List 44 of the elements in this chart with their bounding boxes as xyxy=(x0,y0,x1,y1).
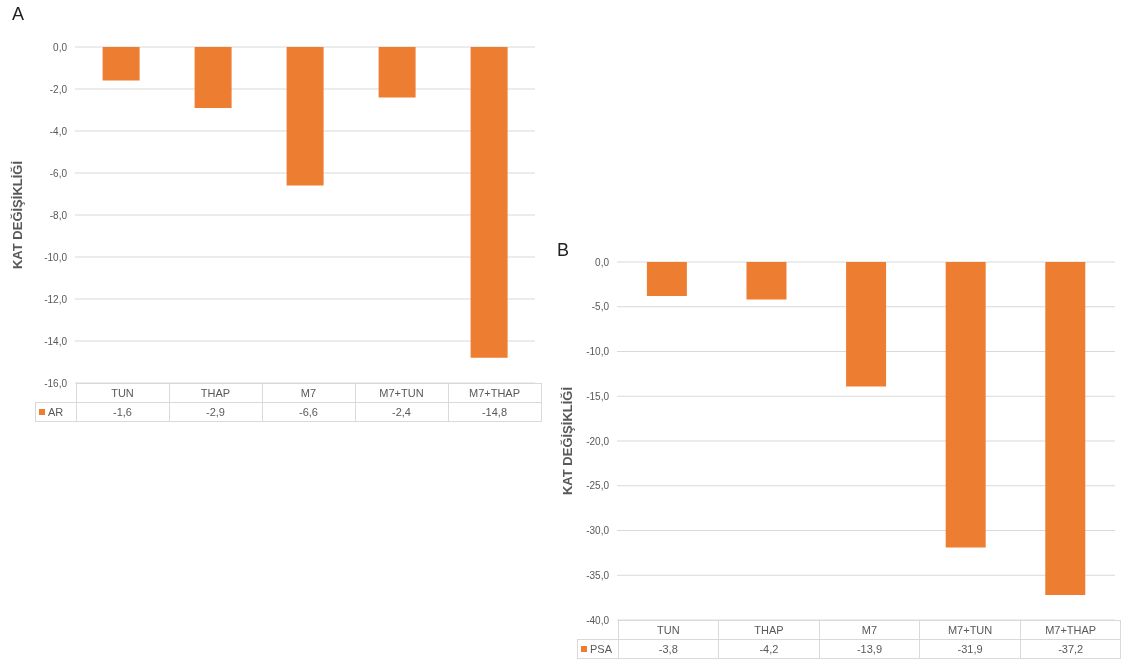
data-label: -1,6 xyxy=(76,402,169,422)
y-tick-label: -10,0 xyxy=(586,346,610,358)
y-tick-label: -4,0 xyxy=(49,125,68,137)
y-tick-label: -5,0 xyxy=(591,301,610,313)
y-tick-label: -30,0 xyxy=(586,525,610,537)
y-tick-label: -12,0 xyxy=(44,293,68,305)
y-tick-label: -40,0 xyxy=(586,614,610,626)
x-tick-label: M7+THAP xyxy=(1020,620,1121,640)
x-tick-label: THAP xyxy=(718,620,820,640)
y-tick-label: -14,0 xyxy=(44,335,68,347)
data-label: -6,6 xyxy=(262,402,355,422)
legend-label: PSA xyxy=(577,639,618,659)
x-tick-label: M7+TUN xyxy=(355,383,448,403)
x-tick-label: TUN xyxy=(618,620,719,640)
x-tick-label: M7 xyxy=(819,620,920,640)
y-tick-label: -20,0 xyxy=(586,435,610,447)
y-tick-label: -2,0 xyxy=(49,83,68,95)
y-tick-label: -8,0 xyxy=(49,209,68,221)
y-tick-label: -15,0 xyxy=(586,390,610,402)
y-axis-title: KAT DEĞİŞİKLİĞİ xyxy=(559,386,575,496)
x-tick-label: M7+TUN xyxy=(919,620,1021,640)
x-tick-label: M7 xyxy=(262,383,355,403)
y-tick-label: -16,0 xyxy=(44,377,68,389)
y-tick-label: 0,0 xyxy=(595,256,610,268)
data-label: -2,9 xyxy=(169,402,262,422)
y-tick-label: -6,0 xyxy=(49,167,68,179)
data-label: -37,2 xyxy=(1020,639,1121,659)
data-label: -3,8 xyxy=(618,639,719,659)
y-tick-label: -35,0 xyxy=(586,569,610,581)
y-axis-title: KAT DEĞİŞİKLİĞİ xyxy=(9,160,25,270)
chart-title: A xyxy=(12,4,25,25)
chart-title: B xyxy=(557,240,570,261)
y-tick-label: -10,0 xyxy=(44,251,68,263)
data-label: -31,9 xyxy=(919,639,1021,659)
y-tick-label: -25,0 xyxy=(586,480,610,492)
x-tick-label: THAP xyxy=(169,383,262,403)
x-tick-label: TUN xyxy=(76,383,169,403)
data-label: -4,2 xyxy=(718,639,820,659)
x-tick-label: M7+THAP xyxy=(448,383,541,403)
data-label: -13,9 xyxy=(819,639,920,659)
data-label: -14,8 xyxy=(448,402,541,422)
data-label: -2,4 xyxy=(355,402,448,422)
y-tick-label: 0,0 xyxy=(53,41,68,53)
legend-label: AR xyxy=(35,402,76,422)
